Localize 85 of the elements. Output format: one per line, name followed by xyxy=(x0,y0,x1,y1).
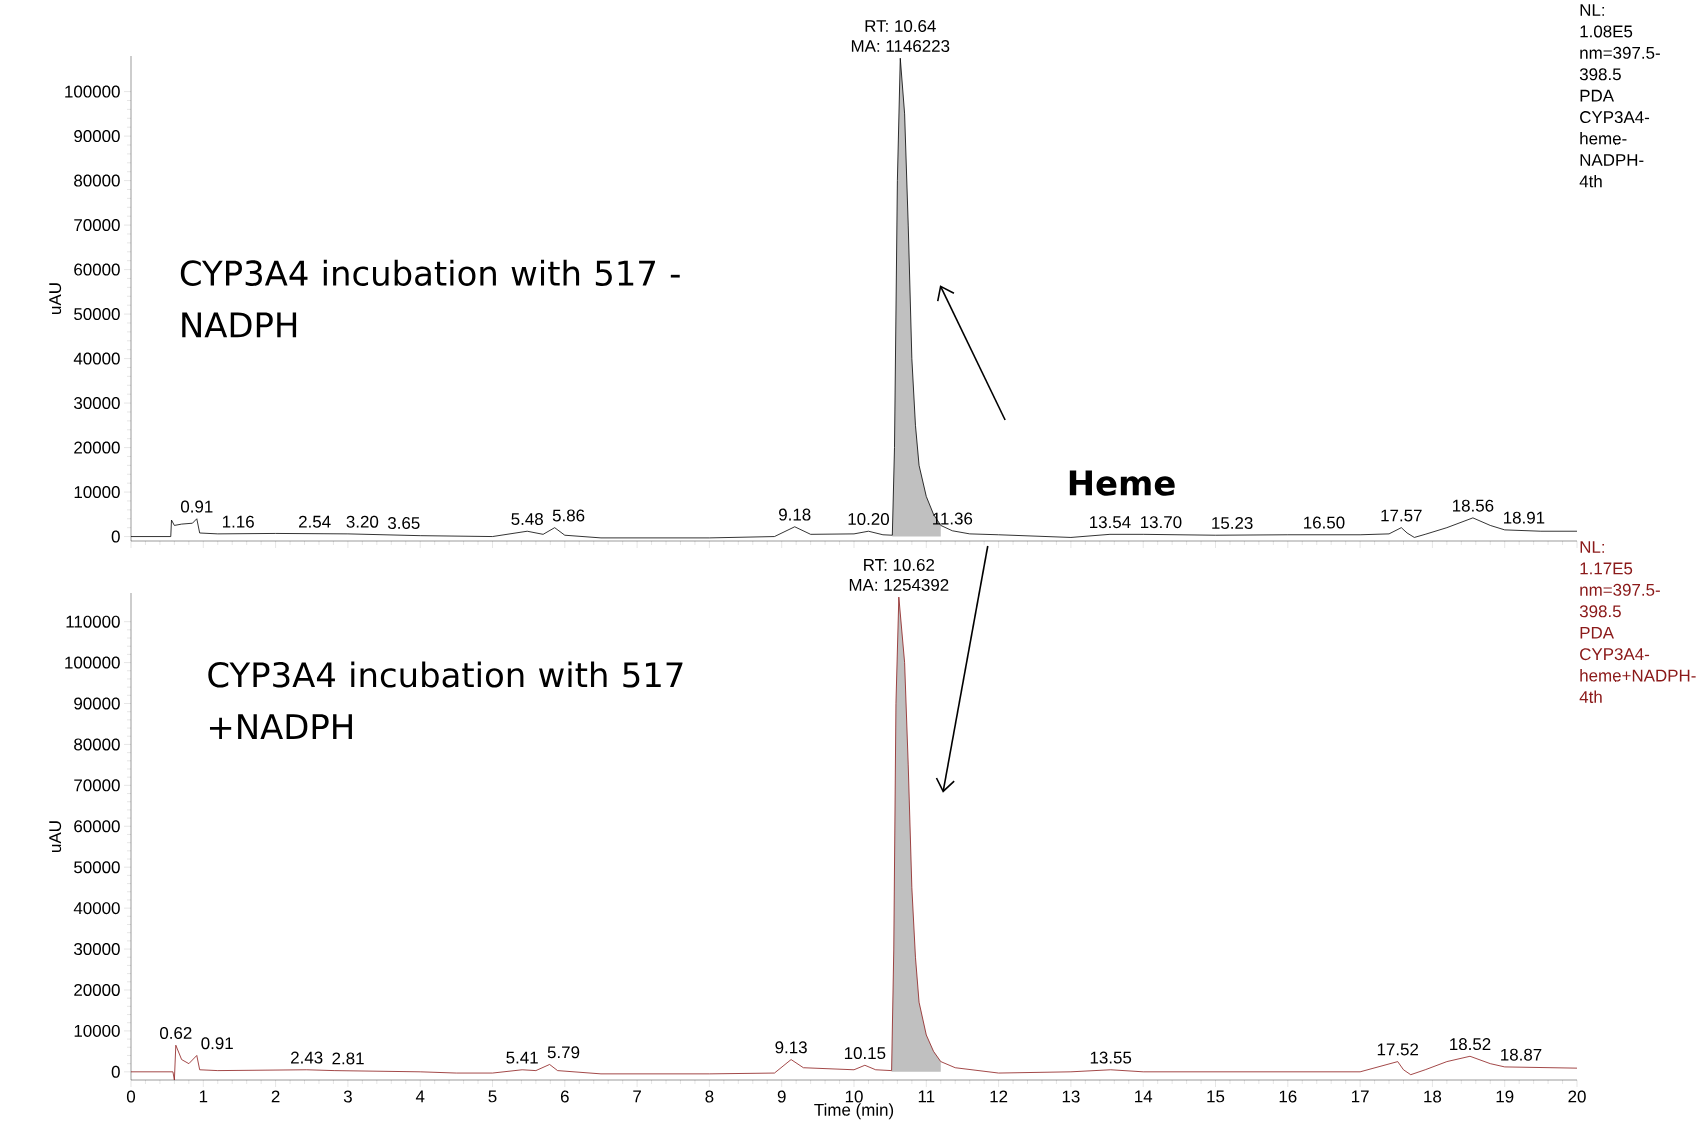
annotation: RT: 10.64 xyxy=(865,20,936,33)
annotation: 0.91 xyxy=(180,500,213,513)
x-tick-label: 4 xyxy=(415,1090,425,1103)
annotation: 9.18 xyxy=(779,508,811,521)
y-tick-label: 80000 xyxy=(74,174,120,187)
x-tick-label: 10 xyxy=(845,1090,863,1103)
annotation: 18.91 xyxy=(1504,511,1545,524)
x-tick-label: 13 xyxy=(1062,1090,1080,1103)
annotation: 17.52 xyxy=(1377,1043,1419,1056)
annotation: 3.65 xyxy=(387,517,420,530)
y-tick-label: 70000 xyxy=(74,779,120,792)
y-tick-label: 80000 xyxy=(74,738,120,751)
y-tick-label: 90000 xyxy=(74,697,120,710)
annotation: 0.62 xyxy=(160,1027,192,1040)
y-tick-label: 40000 xyxy=(73,352,120,365)
x-tick-label: 3 xyxy=(343,1090,352,1103)
y-tick-label: 60000 xyxy=(74,263,120,276)
y-tick-label: 90000 xyxy=(74,130,120,143)
y-tick-label: 110000 xyxy=(66,615,120,628)
annotation: RT: 10.62 xyxy=(864,558,935,571)
annotation: 2.43 xyxy=(291,1051,323,1064)
y-tick-label: 0 xyxy=(111,530,120,543)
x-tick-label: 0 xyxy=(126,1090,136,1103)
annotation: MA: 1146223 xyxy=(851,40,950,53)
annotation: 13.55 xyxy=(1090,1051,1132,1064)
annotation: 5.41 xyxy=(506,1051,538,1064)
annotation: 2.54 xyxy=(299,515,331,528)
x-tick-label: 9 xyxy=(777,1090,786,1103)
x-tick-label: 20 xyxy=(1568,1090,1586,1103)
x-tick-label: 18 xyxy=(1424,1090,1442,1103)
y-tick-label: 10000 xyxy=(74,1024,120,1037)
annotation: 15.23 xyxy=(1212,517,1253,530)
x-tick-label: 15 xyxy=(1207,1090,1225,1103)
x-tick-label: 19 xyxy=(1496,1090,1514,1103)
annotation: 10.15 xyxy=(844,1047,886,1060)
annotation: CYP3A4 incubation with 517 +NADPH xyxy=(208,661,683,739)
annotation: 5.86 xyxy=(552,509,585,522)
x-tick-label: 1 xyxy=(199,1090,208,1103)
y-tick-label: 70000 xyxy=(74,219,120,232)
x-tick-label: 12 xyxy=(990,1090,1008,1103)
annotation: 13.54 xyxy=(1090,516,1131,529)
text: NL: 1.17E5 nm=397.5-398.5 PDA CYP3A4-heme+NADPH-4th xyxy=(1579,541,1696,703)
y-tick-label: 20000 xyxy=(74,983,120,996)
y-tick-label: 50000 xyxy=(74,308,120,321)
x-tick-label: 7 xyxy=(633,1090,641,1103)
y-tick-label: 50000 xyxy=(74,861,120,874)
annotation: 5.79 xyxy=(547,1046,580,1059)
y-tick-label: 60000 xyxy=(74,820,120,833)
y-tick-label: 20000 xyxy=(74,441,120,454)
annotation: 17.57 xyxy=(1381,509,1422,522)
annotation: 16.50 xyxy=(1304,516,1345,529)
annotation: 0.91 xyxy=(201,1037,233,1050)
x-tick-label: 8 xyxy=(705,1090,714,1103)
x-tick-label: 2 xyxy=(271,1090,280,1103)
annotation: 9.13 xyxy=(775,1041,807,1054)
x-tick-label: 5 xyxy=(488,1090,497,1103)
annotation: MA: 1254392 xyxy=(849,578,949,591)
y-axis-title: uAU xyxy=(49,283,62,314)
y-tick-label: 100000 xyxy=(65,656,120,669)
y-tick-label: 10000 xyxy=(74,486,120,499)
annotation: 5.48 xyxy=(511,513,543,526)
annotation: CYP3A4 incubation with 517 -NADPH xyxy=(180,259,680,338)
annotation: 3.20 xyxy=(346,515,379,528)
annotation: 18.52 xyxy=(1450,1038,1491,1051)
y-tick-label: 40000 xyxy=(73,902,120,915)
y-tick-label: 30000 xyxy=(74,397,120,410)
annotation: 1.16 xyxy=(222,515,254,528)
annotation: 2.81 xyxy=(332,1052,364,1065)
x-axis-title: Time (min) xyxy=(814,1103,894,1120)
x-tick-label: 6 xyxy=(560,1090,569,1103)
annotation: 18.87 xyxy=(1501,1048,1542,1061)
annotation: 10.20 xyxy=(848,513,889,526)
annotation: 13.70 xyxy=(1141,516,1182,529)
text: NL: 1.08E5 nm=397.5-398.5 PDA CYP3A4-heme-NADPH-4th xyxy=(1579,4,1660,188)
y-tick-label: 100000 xyxy=(65,85,120,98)
x-tick-label: 16 xyxy=(1279,1090,1297,1103)
x-tick-label: 17 xyxy=(1351,1090,1369,1103)
y-tick-label: 0 xyxy=(111,1065,120,1078)
line-series xyxy=(130,57,1578,539)
y-axis-title: uAU xyxy=(49,821,62,852)
y-tick-label: 30000 xyxy=(74,943,120,956)
x-tick-label: 14 xyxy=(1135,1090,1153,1103)
annotation: 18.56 xyxy=(1453,499,1494,512)
x-tick-label: 11 xyxy=(918,1090,935,1103)
annotation: Heme xyxy=(1069,470,1175,496)
